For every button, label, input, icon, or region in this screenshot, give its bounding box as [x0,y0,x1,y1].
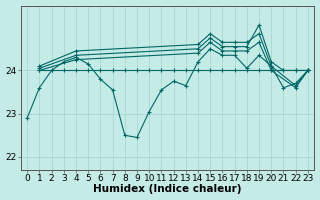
X-axis label: Humidex (Indice chaleur): Humidex (Indice chaleur) [93,184,242,194]
